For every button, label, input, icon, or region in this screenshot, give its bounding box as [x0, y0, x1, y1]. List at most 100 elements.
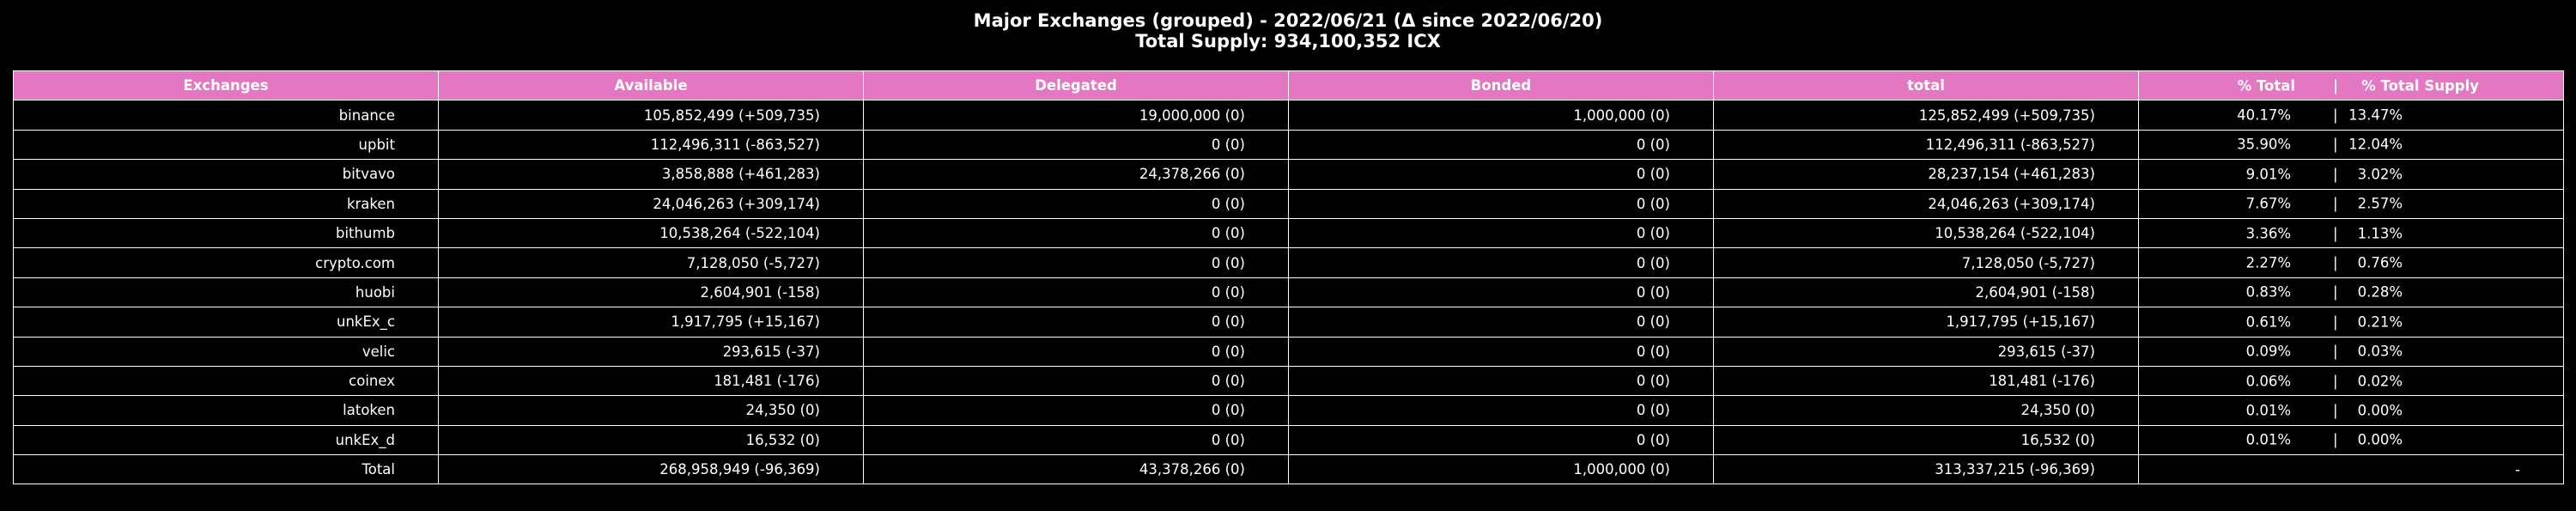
cell-total: 181,481 (-176) — [1713, 365, 2139, 397]
cell-exchange: latoken — [13, 395, 439, 426]
cell-bonded: 0 (0) — [1288, 188, 1714, 219]
cell-bonded: 0 (0) — [1288, 307, 1714, 338]
cell-available: 24,046,263 (+309,174) — [438, 188, 864, 219]
cell-pct-supply: 0.03% — [2357, 343, 2403, 360]
cell-pct-supply: 1.13% — [2357, 225, 2403, 242]
header-exchanges: Exchanges — [13, 70, 439, 101]
cell-total: 10,538,264 (-522,104) — [1713, 217, 2139, 249]
cell-bonded: 0 (0) — [1288, 365, 1714, 397]
cell-pct-separator: | — [2333, 373, 2338, 390]
cell-total: 28,237,154 (+461,283) — [1713, 159, 2139, 190]
cell-exchange: binance — [13, 100, 439, 131]
cell-exchange: unkEx_c — [13, 307, 439, 338]
header-percentages: % Total | % Total Supply — [2138, 70, 2564, 101]
cell-pct-placeholder: - — [2515, 461, 2520, 478]
cell-pct-separator: | — [2333, 254, 2338, 271]
header-bonded: Bonded — [1288, 70, 1714, 101]
cell-pct-separator: | — [2333, 402, 2338, 419]
cell-bonded: 0 (0) — [1288, 159, 1714, 190]
cell-bonded: 1,000,000 (0) — [1288, 100, 1714, 131]
cell-exchange: upbit — [13, 129, 439, 161]
cell-pct-total: 2.27% — [2245, 254, 2291, 271]
cell-total: 24,046,263 (+309,174) — [1713, 188, 2139, 219]
table-row: upbit 112,496,311 (-863,527) 0 (0) 0 (0) 112… — [13, 129, 2564, 161]
cell-delegated: 0 (0) — [863, 395, 1289, 426]
cell-percentages: 0.06% | 0.02% — [2138, 365, 2564, 397]
table-row: huobi 2,604,901 (-158) 0 (0) 0 (0) 2,604,901… — [13, 277, 2564, 308]
cell-percentages: 2.27% | 0.76% — [2138, 247, 2564, 278]
cell-pct-supply: 13.47% — [2348, 106, 2403, 124]
cell-pct-supply: 2.57% — [2357, 195, 2403, 212]
cell-bonded: 0 (0) — [1288, 277, 1714, 308]
cell-exchange: coinex — [13, 365, 439, 397]
cell-pct-supply: 0.00% — [2357, 431, 2403, 448]
header-delegated: Delegated — [863, 70, 1289, 101]
cell-bonded: 0 (0) — [1288, 129, 1714, 161]
cell-delegated: 0 (0) — [863, 129, 1289, 161]
cell-delegated: 43,378,266 (0) — [863, 454, 1289, 485]
header-available: Available — [438, 70, 864, 101]
cell-pct-supply: 12.04% — [2348, 136, 2403, 153]
table-row: unkEx_d 16,532 (0) 0 (0) 0 (0) 16,532 (0) 0.0… — [13, 424, 2564, 456]
cell-available: 105,852,499 (+509,735) — [438, 100, 864, 131]
cell-pct-supply: 0.28% — [2357, 283, 2403, 301]
table-row: latoken 24,350 (0) 0 (0) 0 (0) 24,350 (0) 0.0… — [13, 395, 2564, 426]
cell-bonded: 0 (0) — [1288, 217, 1714, 249]
cell-delegated: 0 (0) — [863, 424, 1289, 456]
cell-total: 293,615 (-37) — [1713, 336, 2139, 367]
cell-total: 2,604,901 (-158) — [1713, 277, 2139, 308]
cell-percentages: 3.36% | 1.13% — [2138, 217, 2564, 249]
cell-exchange: velic — [13, 336, 439, 367]
cell-percentages: 40.17% | 13.47% — [2138, 100, 2564, 131]
cell-pct-supply: 3.02% — [2357, 166, 2403, 183]
cell-pct-total: 0.01% — [2245, 431, 2291, 448]
cell-pct-total: 35.90% — [2237, 136, 2291, 153]
cell-available: 1,917,795 (+15,167) — [438, 307, 864, 338]
cell-pct-total: 0.09% — [2245, 343, 2291, 360]
cell-bonded: 0 (0) — [1288, 395, 1714, 426]
cell-delegated: 0 (0) — [863, 365, 1289, 397]
chart-title-block: Major Exchanges (grouped) - 2022/06/21 (… — [0, 10, 2576, 52]
cell-percentages: 0.01% | 0.00% — [2138, 424, 2564, 456]
cell-pct-total: 7.67% — [2245, 195, 2291, 212]
cell-available: 268,958,949 (-96,369) — [438, 454, 864, 485]
table-row: kraken 24,046,263 (+309,174) 0 (0) 0 (0) 24,… — [13, 188, 2564, 219]
chart-title: Major Exchanges (grouped) - 2022/06/21 (… — [973, 10, 1603, 31]
cell-pct-separator: | — [2333, 106, 2338, 124]
cell-total: 1,917,795 (+15,167) — [1713, 307, 2139, 338]
cell-total: 112,496,311 (-863,527) — [1713, 129, 2139, 161]
cell-pct-supply: 0.00% — [2357, 402, 2403, 419]
cell-percentages: 0.09% | 0.03% — [2138, 336, 2564, 367]
cell-pct-separator: | — [2333, 431, 2338, 448]
table-row: bithumb 10,538,264 (-522,104) 0 (0) 0 (0) 10… — [13, 217, 2564, 249]
cell-exchange: bithumb — [13, 217, 439, 249]
cell-total: 125,852,499 (+509,735) — [1713, 100, 2139, 131]
cell-pct-separator: | — [2333, 313, 2338, 331]
cell-percentages: 35.90% | 12.04% — [2138, 129, 2564, 161]
cell-available: 16,532 (0) — [438, 424, 864, 456]
cell-pct-supply: 0.21% — [2357, 313, 2403, 331]
cell-pct-separator: | — [2333, 283, 2338, 301]
cell-delegated: 24,378,266 (0) — [863, 159, 1289, 190]
cell-available: 2,604,901 (-158) — [438, 277, 864, 308]
table-row: coinex 181,481 (-176) 0 (0) 0 (0) 181,481 (-… — [13, 365, 2564, 397]
cell-percentages: - — [2138, 454, 2564, 485]
table-row: Total 268,958,949 (-96,369) 43,378,266 (0)… — [13, 454, 2564, 485]
cell-available: 293,615 (-37) — [438, 336, 864, 367]
table-row: velic 293,615 (-37) 0 (0) 0 (0) 293,615 (-37… — [13, 336, 2564, 367]
chart-subtitle: Total Supply: 934,100,352 ICX — [1135, 31, 1441, 52]
cell-pct-separator: | — [2333, 225, 2338, 242]
cell-exchange: Total — [13, 454, 439, 485]
header-pct-separator: | — [2333, 77, 2339, 94]
cell-exchange: unkEx_d — [13, 424, 439, 456]
cell-total: 16,532 (0) — [1713, 424, 2139, 456]
cell-bonded: 0 (0) — [1288, 247, 1714, 278]
cell-pct-total: 9.01% — [2245, 166, 2291, 183]
cell-percentages: 0.83% | 0.28% — [2138, 277, 2564, 308]
cell-available: 10,538,264 (-522,104) — [438, 217, 864, 249]
cell-delegated: 19,000,000 (0) — [863, 100, 1289, 131]
cell-pct-separator: | — [2333, 343, 2338, 360]
cell-total: 7,128,050 (-5,727) — [1713, 247, 2139, 278]
cell-percentages: 0.61% | 0.21% — [2138, 307, 2564, 338]
table-row: crypto.com 7,128,050 (-5,727) 0 (0) 0 (0) 7,… — [13, 247, 2564, 278]
